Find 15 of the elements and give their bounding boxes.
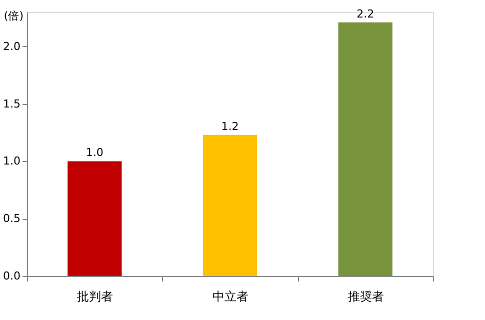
- x-tick-label: 中立者: [212, 290, 248, 304]
- bar: [202, 134, 258, 276]
- data-label: 2.2: [356, 7, 374, 20]
- data-label: 1.2: [221, 120, 239, 133]
- y-tick-label: 1.5: [3, 97, 20, 110]
- data-label: 1.0: [86, 146, 104, 160]
- y-axis-title: (倍): [4, 10, 24, 22]
- y-tick-label: 1.0: [3, 154, 20, 168]
- y-tick-label: 2.0: [3, 40, 20, 53]
- y-tick-label: 0.0: [3, 270, 20, 282]
- x-tick-label: 推奨者: [348, 290, 384, 304]
- bar: [68, 161, 122, 276]
- x-tick-label: 批判者: [77, 290, 114, 304]
- bar: [338, 22, 392, 276]
- y-tick-label: 0.5: [3, 212, 20, 226]
